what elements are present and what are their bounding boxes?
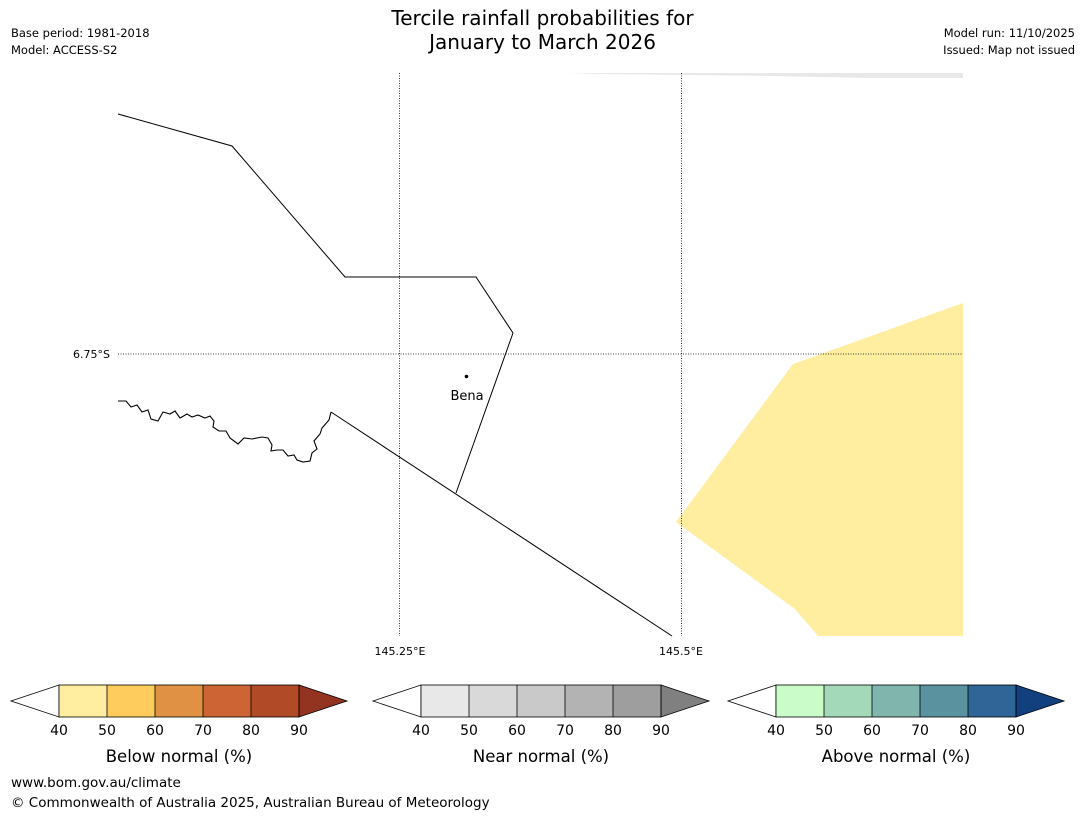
legend-near-under-triangle: [371, 684, 422, 718]
legend-below-swatch-40-50: [59, 685, 107, 717]
below-normal-region: [676, 303, 963, 636]
longitude-label-145-25: 145.25°E: [375, 645, 426, 658]
legend-below-swatch-60-70: [155, 685, 203, 717]
legend-near-tick-50: 50: [460, 723, 478, 739]
legend-above-tick-50: 50: [815, 723, 833, 739]
legend-near-title: Near normal (%): [473, 747, 609, 766]
legend-below-tick-50: 50: [98, 723, 116, 739]
legend-below-swatch-80-90: [251, 685, 299, 717]
legend-above-under-triangle: [726, 684, 777, 718]
legend-below-swatch-70-80: [203, 685, 251, 717]
latitude-label: 6.75°S: [73, 348, 110, 361]
legend-below-tick-80: 80: [242, 723, 260, 739]
title-line-2: January to March 2026: [429, 30, 656, 54]
province-border-south: [330, 411, 673, 637]
legend-above-tick-60: 60: [863, 723, 881, 739]
bena-label: Bena: [450, 389, 483, 404]
legend-near-over-triangle: [660, 684, 711, 718]
legend-near-tick-80: 80: [604, 723, 622, 739]
legend-below-tick-90: 90: [290, 723, 308, 739]
legend-above-title: Above normal (%): [822, 747, 971, 766]
legend-above-swatch-80-90: [968, 685, 1016, 717]
legend-below-tick-70: 70: [194, 723, 212, 739]
near-normal-region: [568, 73, 963, 78]
legend-above-normal: 40 50 60 70 80 90 Above normal (%): [726, 684, 1066, 766]
legend-above-tick-40: 40: [767, 723, 785, 739]
title-line-1: Tercile rainfall probabilities for: [391, 6, 694, 30]
footer-copyright: © Commonwealth of Australia 2025, Austra…: [11, 795, 490, 811]
base-period-text: Base period: 1981-2018: [11, 26, 150, 40]
legend-below-title: Below normal (%): [106, 747, 253, 766]
legend-near-swatch-50-60: [469, 685, 517, 717]
legend-above-swatch-70-80: [920, 685, 968, 717]
legend-near-tick-70: 70: [556, 723, 574, 739]
province-border-north: [117, 113, 514, 494]
legend-above-tick-80: 80: [959, 723, 977, 739]
model-text: Model: ACCESS-S2: [11, 43, 118, 57]
legend-near-tick-60: 60: [508, 723, 526, 739]
longitude-label-145-5: 145.5°E: [659, 645, 703, 658]
legend-near-tick-40: 40: [412, 723, 430, 739]
legend-below-swatch-50-60: [107, 685, 155, 717]
legend-near-normal: 40 50 60 70 80 90 Near normal (%): [371, 684, 711, 766]
legend-near-swatch-60-70: [517, 685, 565, 717]
legend-near-swatch-70-80: [565, 685, 613, 717]
legend-below-tick-40: 40: [50, 723, 68, 739]
legend-above-swatch-40-50: [776, 685, 824, 717]
header-meta-left: Base period: 1981-2018 Model: ACCESS-S2: [11, 25, 150, 59]
issued-text: Issued: Map not issued: [943, 43, 1075, 57]
river-coastline: [118, 400, 332, 463]
legend-above-tick-70: 70: [911, 723, 929, 739]
legend-above-swatch-60-70: [872, 685, 920, 717]
legend-near-swatch-80-90: [613, 685, 661, 717]
bena-marker: [464, 374, 469, 379]
legend-below-over-triangle: [298, 684, 349, 718]
header-meta-right: Model run: 11/10/2025 Issued: Map not is…: [943, 25, 1075, 59]
legend-below-under-triangle: [9, 684, 60, 718]
legend-near-swatch-40-50: [421, 685, 469, 717]
legend-above-over-triangle: [1015, 684, 1066, 718]
page-title: Tercile rainfall probabilities for Janua…: [0, 6, 1085, 54]
legend-near-tick-90: 90: [652, 723, 670, 739]
footer-url: www.bom.gov.au/climate: [11, 775, 181, 791]
model-run-text: Model run: 11/10/2025: [943, 26, 1075, 40]
legend-above-swatch-50-60: [824, 685, 872, 717]
legend-below-tick-60: 60: [146, 723, 164, 739]
legend-below-normal: 40 50 60 70 80 90 Below normal (%): [9, 684, 349, 766]
legend-above-tick-90: 90: [1007, 723, 1025, 739]
